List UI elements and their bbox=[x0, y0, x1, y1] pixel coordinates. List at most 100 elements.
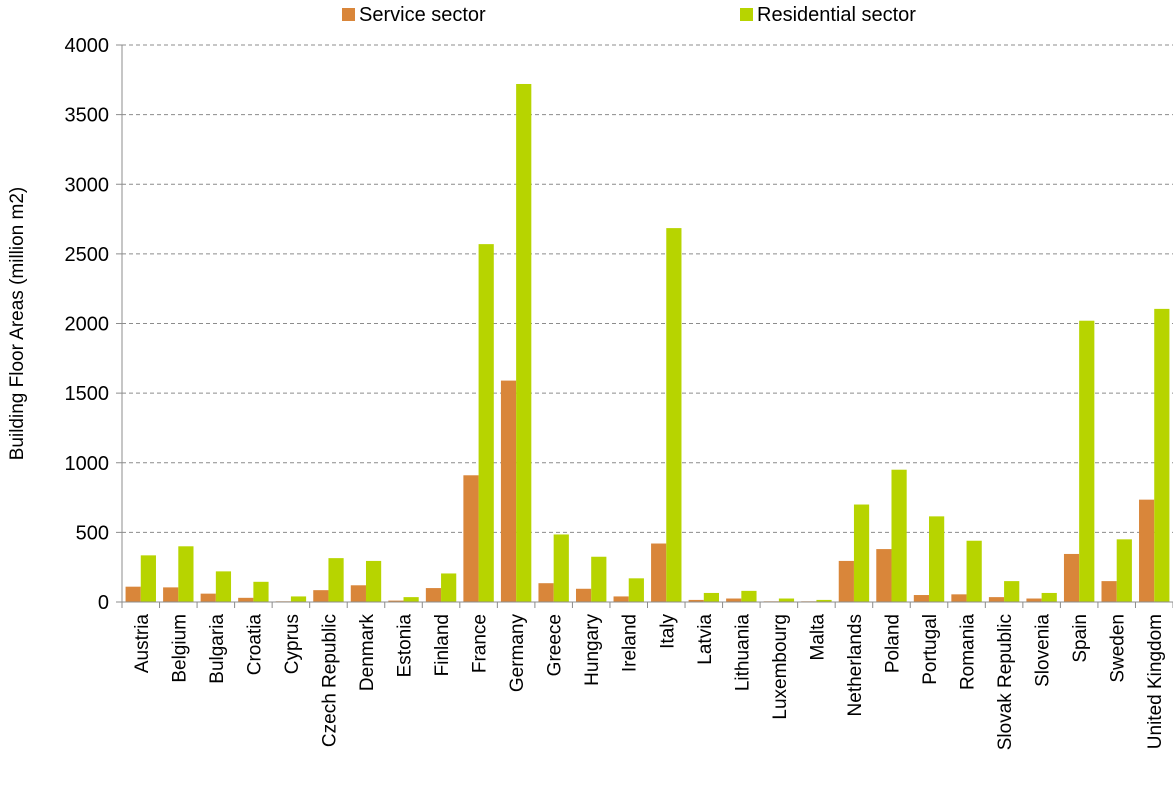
bar-residential-sweden bbox=[1116, 539, 1132, 602]
bar-residential-ireland bbox=[628, 578, 644, 602]
bar-residential-czech-republic bbox=[328, 558, 344, 602]
bar-service-belgium bbox=[163, 587, 179, 602]
bar-service-france bbox=[463, 475, 479, 602]
bar-residential-finland bbox=[441, 573, 457, 602]
x-tick-label: Portugal bbox=[920, 614, 941, 685]
legend-label: Service sector bbox=[359, 4, 486, 26]
y-tick-label: 2000 bbox=[65, 314, 110, 336]
x-tick-label: Slovak Republic bbox=[995, 614, 1016, 750]
bar-residential-poland bbox=[891, 469, 907, 602]
bar-residential-denmark bbox=[365, 560, 382, 602]
y-tick-label: 2500 bbox=[65, 244, 110, 266]
bar-service-united-kingdom bbox=[1139, 499, 1155, 602]
y-tick-label: 3000 bbox=[65, 174, 110, 196]
bar-residential-slovak-republic bbox=[1004, 581, 1020, 602]
x-tick-label: Greece bbox=[545, 614, 566, 676]
bar-service-italy bbox=[651, 543, 667, 602]
bar-residential-luxembourg bbox=[778, 598, 795, 602]
bar-service-sweden bbox=[1101, 581, 1117, 602]
bar-service-slovak-republic bbox=[988, 597, 1005, 602]
legend-swatch bbox=[740, 8, 753, 21]
bar-residential-cyprus bbox=[290, 596, 307, 602]
bar-service-denmark bbox=[350, 585, 366, 602]
x-tick-label: Estonia bbox=[395, 614, 416, 678]
y-axis: 0 500 1000 1500 2000 2500 3000 3500 4000 bbox=[65, 35, 123, 614]
bar-residential-spain bbox=[1079, 320, 1095, 602]
bar-residential-greece bbox=[553, 534, 569, 602]
y-tick-label: 0 bbox=[98, 592, 109, 614]
x-axis: Austria Belgium Bulgaria Croatia Cyprus Czech… bbox=[121, 601, 1173, 750]
x-tick-label: Czech Republic bbox=[319, 614, 340, 747]
x-tick-label: Poland bbox=[882, 614, 903, 673]
gridlines bbox=[122, 44, 1173, 533]
x-tick-label: United Kingdom bbox=[1145, 614, 1166, 749]
bar-service-croatia bbox=[238, 597, 254, 602]
bar-service-slovenia bbox=[1026, 598, 1042, 602]
x-tick-label: Italy bbox=[657, 614, 678, 649]
bar-service-estonia bbox=[388, 600, 404, 602]
y-tick-label: 4000 bbox=[65, 35, 110, 57]
bar-residential-slovenia bbox=[1041, 592, 1057, 602]
bar-residential-malta bbox=[816, 599, 832, 602]
bar-residential-italy bbox=[666, 228, 682, 602]
bar-service-romania bbox=[951, 594, 967, 602]
bar-residential-germany bbox=[516, 83, 532, 603]
legend-swatch bbox=[342, 8, 355, 21]
bar-service-bulgaria bbox=[200, 593, 216, 602]
bar-residential-estonia bbox=[403, 597, 419, 602]
bar-residential-croatia bbox=[253, 581, 269, 602]
bar-residential-romania bbox=[966, 540, 982, 602]
x-tick-label: Luxembourg bbox=[770, 614, 791, 720]
legend-label: Residential sector bbox=[757, 4, 916, 26]
y-tick-label: 1000 bbox=[65, 453, 110, 475]
bar-service-greece bbox=[538, 583, 554, 602]
bar-service-czech-republic bbox=[313, 590, 329, 602]
x-tick-label: Belgium bbox=[169, 614, 190, 683]
x-tick-label: Bulgaria bbox=[207, 614, 228, 684]
bar-residential-lithuania bbox=[741, 590, 757, 602]
x-tick-label: Lithuania bbox=[732, 614, 753, 692]
bar-residential-bulgaria bbox=[215, 571, 232, 602]
bars bbox=[125, 83, 1170, 603]
bar-residential-france bbox=[478, 244, 494, 602]
bar-service-austria bbox=[125, 586, 141, 602]
legend: Service sector Residential sector bbox=[342, 4, 916, 26]
x-tick-label: Romania bbox=[958, 614, 979, 690]
x-tick-label: Austria bbox=[132, 614, 153, 674]
x-tick-label: Malta bbox=[807, 614, 828, 661]
bar-residential-portugal bbox=[929, 516, 945, 602]
bar-service-spain bbox=[1063, 553, 1080, 602]
bar-residential-belgium bbox=[178, 546, 194, 602]
bar-service-netherlands bbox=[838, 560, 854, 602]
bar-service-lithuania bbox=[726, 598, 742, 602]
y-axis-title: Building Floor Areas (million m2) bbox=[7, 187, 28, 461]
bar-service-finland bbox=[425, 588, 442, 602]
y-tick-label: 500 bbox=[76, 522, 109, 544]
x-tick-label: Ireland bbox=[620, 614, 641, 672]
x-tick-label: Finland bbox=[432, 614, 453, 676]
bar-residential-netherlands bbox=[853, 504, 870, 602]
y-tick-label: 3500 bbox=[65, 105, 110, 127]
x-tick-label: Spain bbox=[1070, 614, 1091, 663]
x-tick-label: France bbox=[470, 614, 491, 673]
x-tick-label: Netherlands bbox=[845, 614, 866, 716]
bar-residential-united-kingdom bbox=[1154, 308, 1170, 602]
x-tick-label: Sweden bbox=[1108, 614, 1129, 683]
bar-service-portugal bbox=[913, 595, 930, 602]
bar-residential-austria bbox=[140, 555, 156, 602]
bar-service-poland bbox=[876, 549, 892, 602]
x-tick-label: Slovenia bbox=[1033, 614, 1054, 687]
x-tick-label: Latvia bbox=[695, 614, 716, 665]
y-tick-label: 1500 bbox=[65, 383, 110, 405]
bar-residential-latvia bbox=[703, 592, 720, 602]
x-tick-label: Hungary bbox=[582, 614, 603, 686]
bar-residential-hungary bbox=[591, 556, 607, 602]
bar-service-ireland bbox=[613, 596, 629, 602]
x-tick-label: Croatia bbox=[244, 614, 265, 676]
x-tick-label: Germany bbox=[507, 614, 528, 693]
x-tick-label: Cyprus bbox=[282, 614, 303, 674]
bar-service-latvia bbox=[688, 599, 704, 602]
x-tick-label: Denmark bbox=[357, 614, 378, 692]
bar-service-germany bbox=[500, 380, 517, 602]
